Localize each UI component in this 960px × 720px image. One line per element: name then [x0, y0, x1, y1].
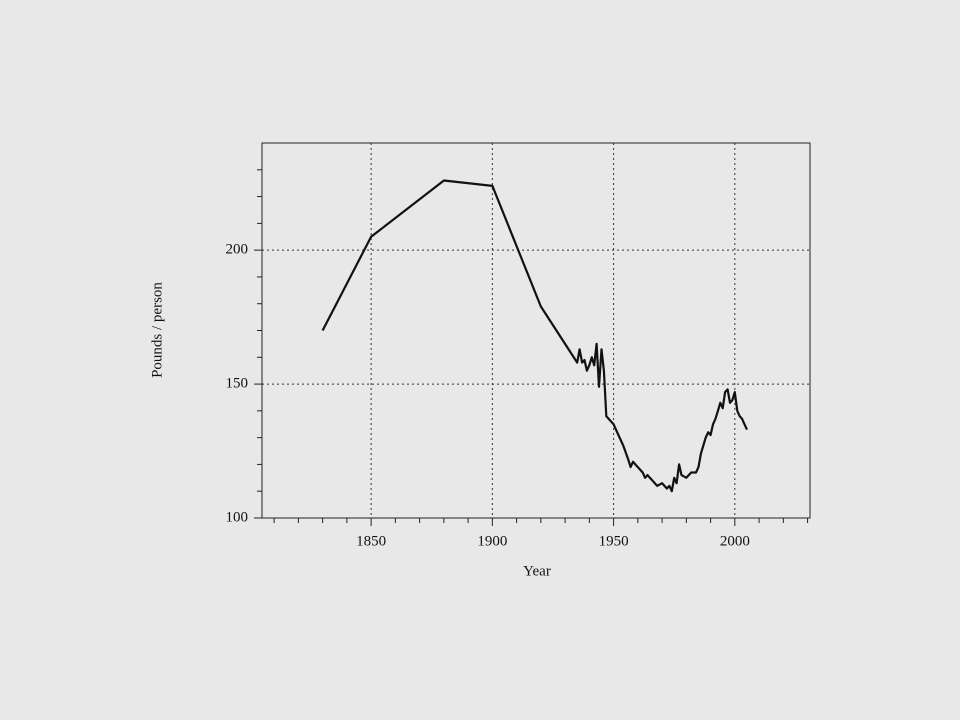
x-tick-label: 1850 — [356, 533, 386, 549]
y-axis-label: Pounds / person — [149, 282, 165, 378]
y-tick-label: 150 — [226, 376, 249, 392]
data-line — [321, 179, 748, 493]
x-tick-label: 2000 — [720, 533, 750, 549]
plot-frame — [261, 142, 811, 519]
x-axis-label: Year — [523, 563, 551, 579]
y-tick-label: 200 — [226, 242, 249, 258]
y-tick-label: 100 — [226, 509, 249, 525]
x-tick-label: 1950 — [599, 533, 629, 549]
x-tick-label: 1900 — [477, 533, 507, 549]
